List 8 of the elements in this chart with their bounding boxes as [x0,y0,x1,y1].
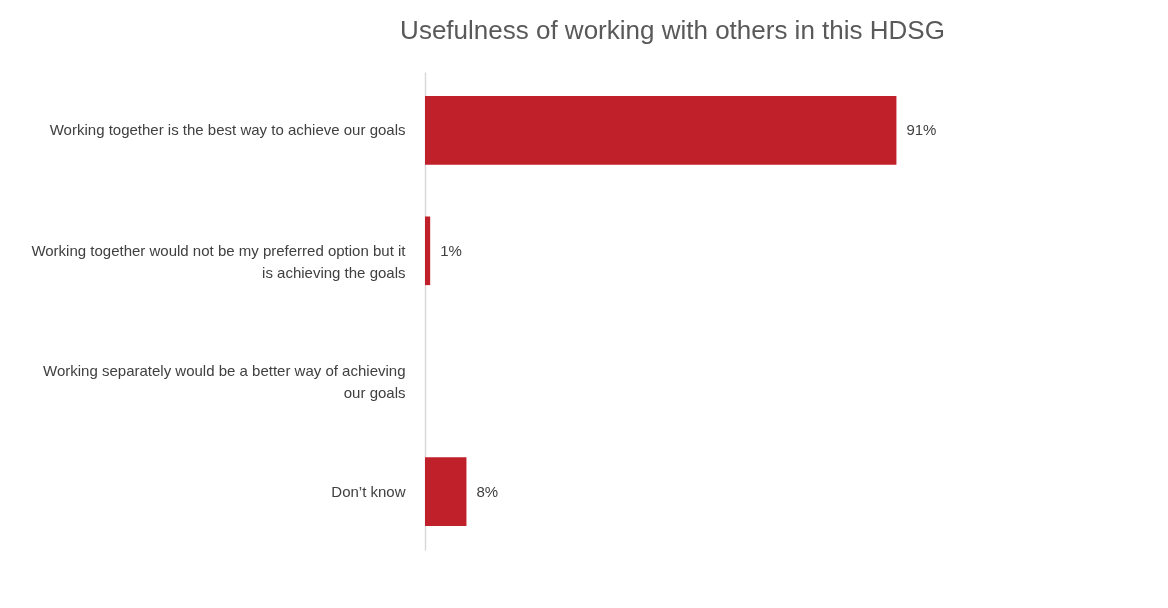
y-tick-label: Working together is the best way to achieve our goals [49,121,406,139]
data-label: 1% [440,241,462,259]
y-tick-label: Working together would not be my preferred option but it is achieving the goals [31,241,407,281]
data-label: 91% [906,121,937,139]
y-tick-label: Working separately would be a better way of achieving our goals [43,362,406,402]
chart-title: Usefulness of working with others in this HDSG [400,15,945,45]
y-tick-label: Don’t know [331,482,406,500]
data-label: 8% [476,482,499,500]
